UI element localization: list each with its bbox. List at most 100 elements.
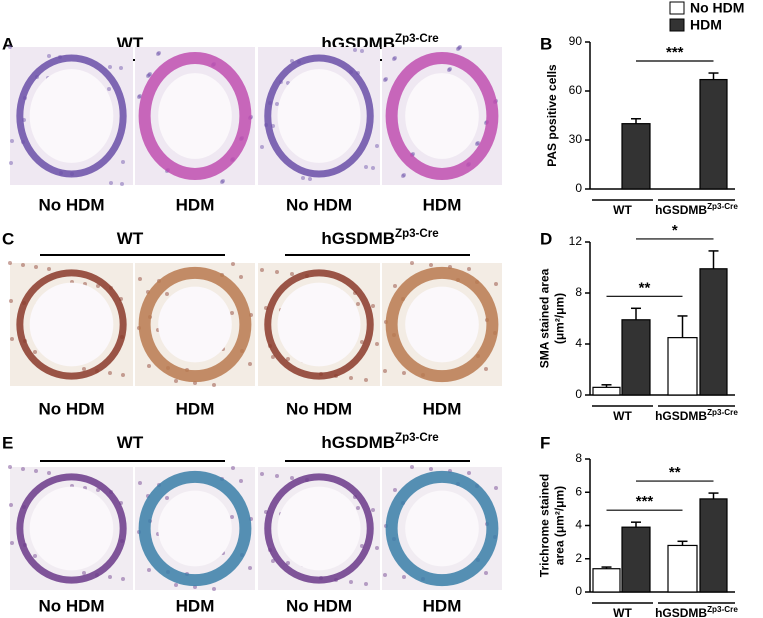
tissue-speck	[457, 46, 461, 50]
airway-lumen	[158, 286, 232, 363]
legend-swatch	[669, 18, 685, 32]
tissue-speck	[82, 367, 86, 371]
tissue-speck	[10, 139, 14, 143]
legend-swatch	[669, 1, 685, 15]
label-main: WT	[613, 203, 632, 217]
image-caption: HDM	[423, 195, 462, 214]
image-caption: No HDM	[38, 596, 104, 615]
label-superscript: Zp3-Cre	[707, 605, 738, 614]
significance-label: *	[672, 222, 678, 239]
tissue-speck	[8, 261, 12, 265]
tissue-speck	[371, 508, 375, 512]
x-category-label: WT	[613, 409, 632, 423]
tissue-speck	[137, 95, 141, 99]
airway-lumen	[158, 73, 232, 159]
airway-wall	[138, 470, 252, 587]
tissue-speck	[393, 56, 397, 60]
group-label: hGSDMBZp3-Cre	[321, 432, 439, 452]
tissue-speck	[308, 177, 312, 181]
tissue-speck	[290, 476, 294, 480]
tissue-speck	[8, 45, 12, 49]
airway-lumen	[405, 490, 479, 567]
bar	[621, 123, 651, 190]
tissue-speck	[364, 165, 368, 169]
image-caption: HDM	[176, 596, 215, 615]
tissue-speck	[231, 262, 235, 266]
tissue-speck	[402, 575, 406, 579]
tissue-speck	[383, 78, 387, 82]
tissue-speck	[10, 541, 14, 545]
tissue-speck	[364, 378, 368, 382]
tissue-speck	[429, 467, 433, 471]
tissue-speck	[275, 270, 279, 274]
y-tick-label: 4	[575, 336, 582, 350]
tissue-speck	[475, 142, 479, 146]
tissue-speck	[156, 52, 160, 56]
image-caption: No HDM	[38, 195, 104, 214]
tissue-speck	[147, 73, 151, 77]
tissue-speck	[384, 77, 388, 81]
tissue-speck	[148, 72, 152, 76]
y-tick-label: 0	[575, 387, 582, 401]
y-tick-label: 4	[575, 518, 582, 532]
tissue-speck	[429, 263, 433, 267]
tissue-speck	[8, 465, 12, 469]
y-tick-label: 6	[575, 484, 582, 498]
x-category-label: hGSDMBZp3-Cre	[655, 605, 738, 618]
tissue-speck	[109, 181, 113, 185]
airway-lumen	[277, 486, 361, 571]
tissue-speck	[371, 304, 375, 308]
tissue-speck	[21, 467, 25, 471]
significance-label: **	[639, 279, 651, 296]
airway-wall	[264, 269, 374, 380]
tissue-speck	[10, 337, 14, 341]
airway-wall	[16, 473, 127, 584]
image-caption: HDM	[176, 195, 215, 214]
tissue-speck	[239, 479, 243, 483]
tissue-speck	[231, 466, 235, 470]
tissue-speck	[371, 166, 375, 170]
tissue-speck	[360, 544, 364, 548]
image-caption: No HDM	[38, 399, 104, 418]
tissue-speck	[33, 350, 37, 354]
tissue-speck	[392, 57, 396, 61]
group-label: hGSDMBZp3-Cre	[321, 228, 439, 248]
tissue-speck	[119, 66, 123, 70]
y-tick-label: 8	[575, 451, 582, 465]
tissue-speck	[165, 496, 169, 500]
tissue-speck	[9, 299, 13, 303]
airway-lumen	[29, 69, 114, 163]
tissue-speck	[410, 465, 414, 469]
tissue-speck	[146, 74, 150, 78]
tissue-speck	[356, 302, 360, 306]
panel-letter: D	[540, 229, 552, 248]
label-main: WT	[613, 606, 632, 618]
tissue-speck	[34, 469, 38, 473]
bar	[621, 319, 651, 396]
tissue-speck	[286, 357, 290, 361]
x-category-label: WT	[613, 203, 632, 217]
tissue-speck	[248, 566, 252, 570]
bar	[699, 498, 728, 593]
x-category-label: hGSDMBZp3-Cre	[655, 408, 738, 423]
tissue-speck	[21, 263, 25, 267]
y-tick-label: 0	[575, 584, 582, 598]
tissue-speck	[120, 182, 124, 186]
label-main: hGSDMB	[655, 203, 707, 217]
tissue-speck	[383, 573, 387, 577]
legend-label: No HDM	[690, 0, 744, 16]
label-main: hGSDMB	[321, 229, 395, 248]
y-tick-label: 90	[569, 34, 583, 48]
tissue-speck	[138, 277, 142, 281]
image-caption: HDM	[423, 596, 462, 615]
x-category-label: hGSDMBZp3-Cre	[655, 202, 738, 217]
image-caption: No HDM	[286, 195, 352, 214]
tissue-speck	[290, 272, 294, 276]
tissue-speck	[108, 65, 112, 69]
airway-wall	[264, 473, 374, 584]
tissue-speck	[260, 268, 264, 272]
tissue-speck	[34, 265, 38, 269]
tissue-speck	[121, 160, 125, 164]
airway-wall	[138, 266, 252, 383]
tissue-speck	[174, 583, 178, 587]
